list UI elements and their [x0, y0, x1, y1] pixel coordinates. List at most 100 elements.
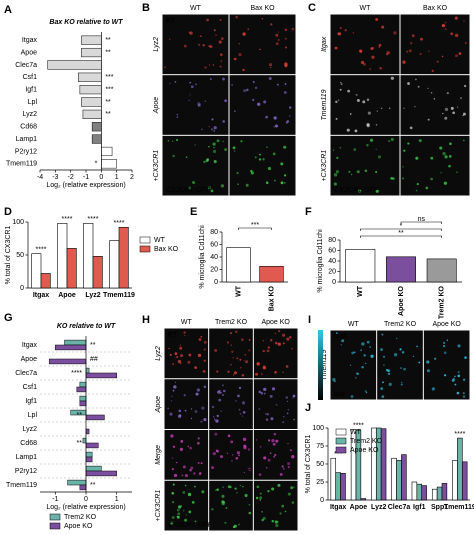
- cell-speck: [406, 50, 409, 53]
- cell-speck: [179, 354, 183, 358]
- cell-speck: [454, 54, 458, 58]
- cell-speck: [283, 181, 286, 184]
- significance: ****: [36, 247, 47, 254]
- age-label: P7: [168, 332, 177, 339]
- cell-speck: [252, 98, 255, 102]
- cell-speck: [383, 355, 385, 358]
- cell-speck: [459, 97, 463, 100]
- category-label: Apoe: [21, 49, 37, 56]
- significance-bracket: [400, 221, 442, 224]
- cell-speck: [177, 512, 181, 516]
- bar: [85, 372, 117, 379]
- cell-speck: [168, 347, 170, 350]
- channel-label: CX3CR1-GFP: [166, 187, 211, 194]
- cell-speck: [178, 409, 182, 413]
- cell-speck: [171, 457, 174, 459]
- cell-speck: [281, 504, 284, 508]
- bar: [401, 454, 407, 501]
- significance-bracket: [360, 235, 442, 238]
- cell-speck: [281, 465, 284, 468]
- significance: **: [398, 230, 404, 237]
- legend-swatch: [139, 236, 151, 244]
- significance: *: [95, 161, 98, 168]
- row-label: Apoe: [153, 97, 160, 114]
- cell-speck: [175, 461, 178, 464]
- legend-swatch: [335, 446, 347, 454]
- category-label: Igf1: [25, 398, 37, 405]
- bar: [79, 400, 87, 407]
- y-tick-label: 0: [332, 279, 336, 286]
- micrograph: [229, 75, 296, 135]
- y-tick-label: 80: [210, 229, 218, 236]
- legend-label: WT: [350, 429, 362, 436]
- cell-speck: [235, 400, 237, 402]
- cell-speck: [237, 183, 239, 186]
- cell-speck: [393, 353, 398, 357]
- cell-speck: [220, 60, 223, 62]
- cell-speck: [375, 148, 377, 150]
- cell-speck: [241, 373, 245, 377]
- cell-speck: [289, 449, 292, 452]
- cell-speck: [203, 418, 207, 422]
- cell-speck: [247, 28, 250, 31]
- cell-speck: [198, 338, 202, 341]
- row-label: Itgax: [321, 36, 328, 52]
- cell-speck: [364, 169, 368, 173]
- cell-speck: [237, 394, 240, 398]
- cell-speck: [254, 86, 258, 90]
- cell-speck: [369, 346, 371, 348]
- cell-speck: [272, 152, 276, 156]
- cell-speck: [213, 130, 216, 132]
- y-tick-label: 80: [328, 237, 336, 244]
- cell-speck: [379, 67, 382, 70]
- cell-speck: [197, 102, 201, 106]
- category-label: Lamp1: [16, 454, 38, 461]
- bar: [355, 429, 362, 501]
- cell-speck: [275, 439, 279, 443]
- cell-speck: [185, 514, 187, 516]
- cell-speck: [247, 468, 249, 470]
- cell-speck: [216, 488, 219, 491]
- significance: **: [105, 99, 111, 106]
- panel-letter: B: [142, 2, 150, 14]
- cell-speck: [270, 23, 273, 26]
- significance: **: [90, 342, 96, 349]
- cell-speck: [340, 81, 342, 84]
- category-label: Csf1: [23, 384, 38, 391]
- cell-speck: [197, 353, 202, 357]
- cell-speck: [381, 395, 385, 399]
- bar: [57, 223, 68, 289]
- significance: ns: [418, 216, 426, 223]
- cell-speck: [403, 107, 405, 109]
- y-tick-label: 75: [316, 443, 324, 450]
- cell-speck: [332, 377, 336, 382]
- cell-speck: [433, 387, 435, 389]
- cell-speck: [179, 447, 184, 451]
- cell-speck: [359, 49, 363, 53]
- cell-speck: [290, 486, 294, 490]
- cell-speck: [176, 515, 179, 518]
- cell-speck: [353, 148, 357, 151]
- cell-speck: [211, 466, 214, 470]
- cell-speck: [216, 370, 219, 373]
- y-tick-label: 0: [214, 279, 218, 286]
- cell-speck: [263, 392, 266, 395]
- cell-speck: [243, 444, 247, 448]
- cell-speck: [195, 83, 197, 86]
- cell-speck: [170, 434, 174, 438]
- cell-speck: [263, 387, 267, 392]
- cell-speck: [172, 483, 175, 486]
- cell-speck: [224, 148, 227, 151]
- column-label: Bax KO: [250, 5, 275, 12]
- row-label: +CX3CR1: [155, 490, 162, 522]
- cell-speck: [216, 139, 220, 143]
- cell-speck: [263, 456, 267, 460]
- significance: ****: [62, 216, 73, 223]
- cell-speck: [367, 111, 371, 115]
- cell-speck: [223, 389, 226, 393]
- cell-speck: [410, 42, 413, 45]
- cell-speck: [176, 113, 179, 116]
- cell-speck: [263, 100, 267, 104]
- cell-speck: [172, 363, 175, 366]
- cell-speck: [273, 116, 277, 120]
